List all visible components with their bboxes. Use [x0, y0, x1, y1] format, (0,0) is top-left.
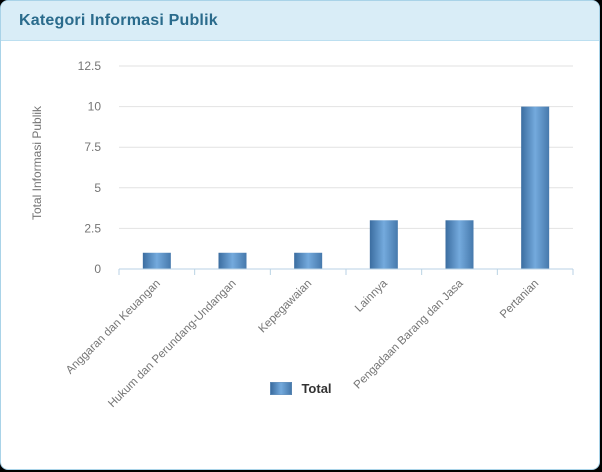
legend-swatch-icon	[270, 382, 293, 395]
chart-area: 0 2.5 5 7.5 10 12.5 Total Informasi Publik Angg…	[1, 41, 599, 469]
y-axis-title: Total Informasi Publik	[30, 105, 44, 220]
x-tick-label-Lainnya: Lainnya	[353, 277, 390, 314]
bar-Hukum dan Perundang-Undangan[interactable]	[218, 252, 247, 269]
bar-Pertanian[interactable]	[521, 106, 550, 269]
x-tick-label-Kepegawaian: Kepegawaian	[257, 278, 315, 336]
chart-title: Kategori Informasi Publik	[19, 11, 218, 29]
y-tick-label-0: 0	[94, 262, 101, 276]
bar-Anggaran dan Keuangan[interactable]	[142, 252, 171, 269]
y-tick-label-7.5: 7.5	[84, 140, 101, 154]
legend-item-total[interactable]: Total	[270, 381, 332, 396]
bar-Lainnya[interactable]	[369, 220, 398, 269]
y-tick-label-12.5: 12.5	[78, 59, 102, 73]
legend-label: Total	[301, 381, 332, 396]
bar-Pengadaan Barang dan Jasa[interactable]	[445, 220, 474, 269]
y-tick-label-2.5: 2.5	[84, 221, 101, 235]
x-tick-label-Pertanian: Pertanian	[498, 278, 541, 321]
y-tick-label-5: 5	[94, 181, 101, 195]
bar-Kepegawaian[interactable]	[294, 252, 323, 269]
chart-legend: Total	[1, 381, 599, 396]
chart-card-header: Kategori Informasi Publik	[1, 1, 599, 41]
y-tick-label-10: 10	[88, 100, 102, 114]
